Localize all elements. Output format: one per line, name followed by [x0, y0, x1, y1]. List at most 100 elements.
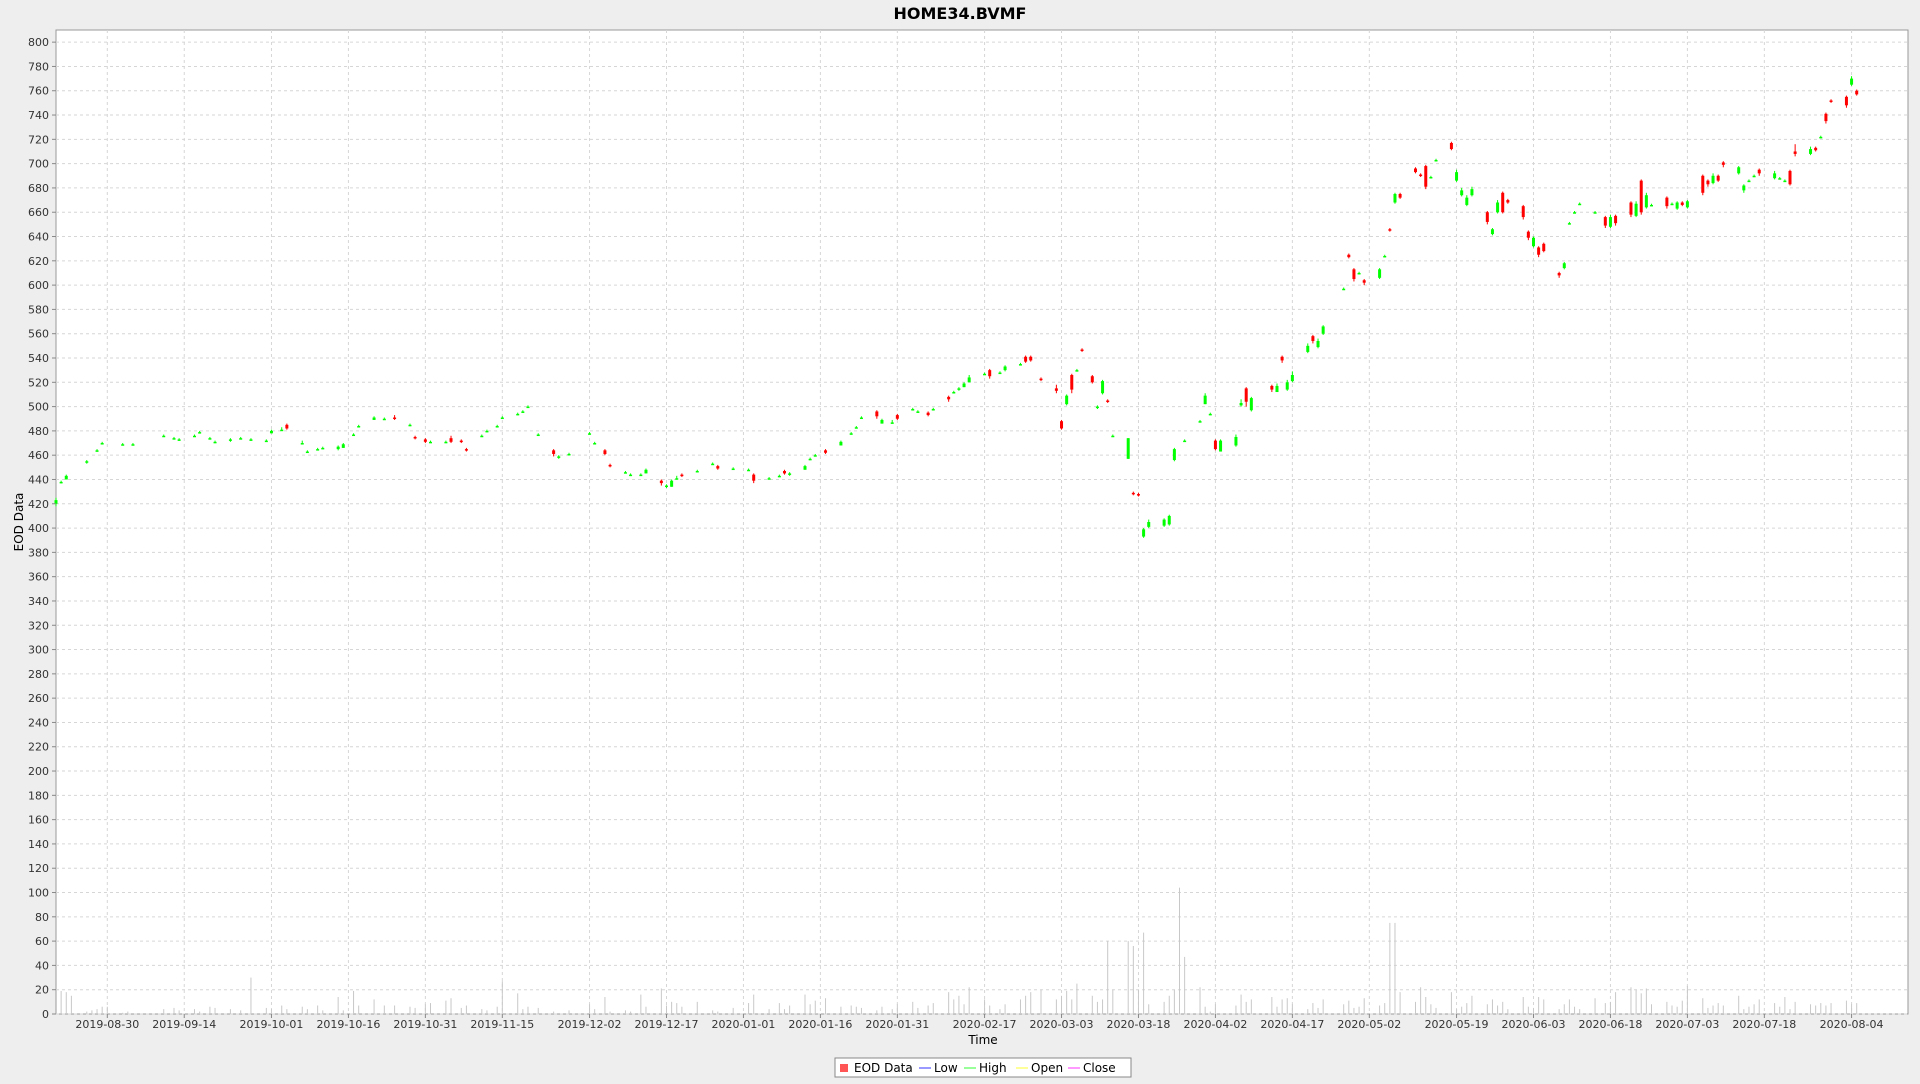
candle	[1060, 419, 1064, 430]
candle-body	[983, 373, 987, 376]
plot-area	[55, 29, 1909, 1015]
candle-body	[1644, 195, 1648, 208]
x-tick-label: 2020-03-03	[1030, 1018, 1094, 1031]
candle	[916, 410, 920, 413]
candle-body	[1557, 272, 1561, 276]
candle-series	[54, 76, 1859, 538]
candle	[193, 434, 197, 438]
candle	[521, 410, 525, 413]
x-axis-label: Time	[967, 1033, 997, 1047]
candle	[1275, 383, 1279, 393]
candle	[788, 472, 792, 476]
candle-body	[1347, 254, 1351, 258]
candle-body	[85, 461, 89, 463]
candle-body	[1162, 519, 1166, 526]
candle	[1219, 439, 1223, 452]
candle-body	[567, 453, 571, 456]
candle	[1434, 158, 1438, 162]
candle	[1665, 196, 1669, 209]
legend-item: Open	[1016, 1061, 1063, 1075]
x-tick-label: 2019-09-14	[152, 1018, 216, 1031]
candle	[557, 455, 561, 459]
candle	[608, 463, 612, 468]
candle-body	[588, 433, 592, 435]
candle-body	[1665, 197, 1669, 207]
candle	[1234, 434, 1238, 447]
y-tick-label: 580	[28, 303, 49, 316]
y-tick-label: 180	[28, 789, 49, 802]
candle-body	[1018, 364, 1022, 366]
candle-body	[777, 475, 781, 478]
candle-body	[357, 426, 361, 428]
candle-body	[1172, 449, 1176, 461]
candle	[1773, 170, 1777, 180]
candle-body	[336, 446, 340, 450]
candle-body	[1095, 406, 1099, 409]
candle	[444, 440, 448, 444]
x-tick-label: 2020-03-18	[1107, 1018, 1171, 1031]
candle	[536, 433, 540, 437]
candle-body	[957, 388, 961, 390]
candle-body	[521, 411, 525, 413]
candle	[1352, 268, 1356, 282]
candle-body	[1198, 421, 1202, 423]
y-tick-label: 140	[28, 838, 49, 851]
y-tick-label: 100	[28, 887, 49, 900]
candle-body	[1490, 229, 1494, 235]
candle	[1526, 230, 1530, 241]
candle-body	[1065, 395, 1069, 405]
y-tick-label: 60	[35, 935, 49, 948]
candle-body	[1183, 440, 1187, 443]
candle	[983, 372, 987, 376]
candle	[1285, 379, 1289, 391]
candle	[1075, 368, 1079, 372]
x-tick-label: 2019-12-02	[558, 1018, 622, 1031]
candle-body	[1711, 175, 1715, 184]
candle-body	[1219, 440, 1223, 452]
candle	[1080, 348, 1084, 352]
candle	[480, 434, 484, 438]
candle	[680, 473, 684, 478]
candle-body	[1752, 175, 1756, 178]
candle	[1485, 211, 1489, 225]
legend-label: Close	[1083, 1061, 1116, 1075]
candle	[1685, 200, 1689, 209]
candle-body	[1778, 178, 1782, 180]
candle-body	[198, 432, 202, 434]
candle	[1414, 167, 1418, 174]
candle	[213, 440, 217, 444]
x-tick-label: 2020-06-03	[1502, 1018, 1566, 1031]
candle	[1070, 373, 1074, 394]
candle-body	[372, 417, 376, 420]
candle-body	[747, 469, 751, 472]
candle-body	[947, 396, 951, 400]
candle-body	[1383, 255, 1387, 258]
candle	[824, 449, 828, 454]
candle-body	[480, 435, 484, 438]
y-tick-label: 520	[28, 376, 49, 389]
candle	[1680, 201, 1684, 207]
y-tick-label: 440	[28, 473, 49, 486]
candle	[1167, 514, 1171, 526]
candle	[1603, 215, 1607, 229]
candle	[131, 443, 135, 446]
x-tick-label: 2020-06-18	[1578, 1018, 1642, 1031]
candle	[1239, 399, 1243, 407]
candle-body	[552, 450, 556, 454]
candle-body	[931, 409, 935, 411]
candle	[429, 440, 433, 444]
y-tick-label: 460	[28, 449, 49, 462]
candle	[1629, 201, 1633, 218]
candle-body	[249, 439, 253, 441]
legend-box	[834, 1057, 1132, 1078]
candle-body	[1029, 356, 1033, 361]
candle-body	[1649, 204, 1653, 207]
y-tick-label: 780	[28, 60, 49, 73]
candle-body	[1101, 381, 1105, 394]
y-tick-label: 760	[28, 85, 49, 98]
candle-body	[854, 427, 858, 429]
y-tick-label: 560	[28, 328, 49, 341]
x-tick-label: 2020-01-16	[788, 1018, 852, 1031]
candle-body	[1054, 388, 1058, 391]
candle-body	[1316, 340, 1320, 348]
